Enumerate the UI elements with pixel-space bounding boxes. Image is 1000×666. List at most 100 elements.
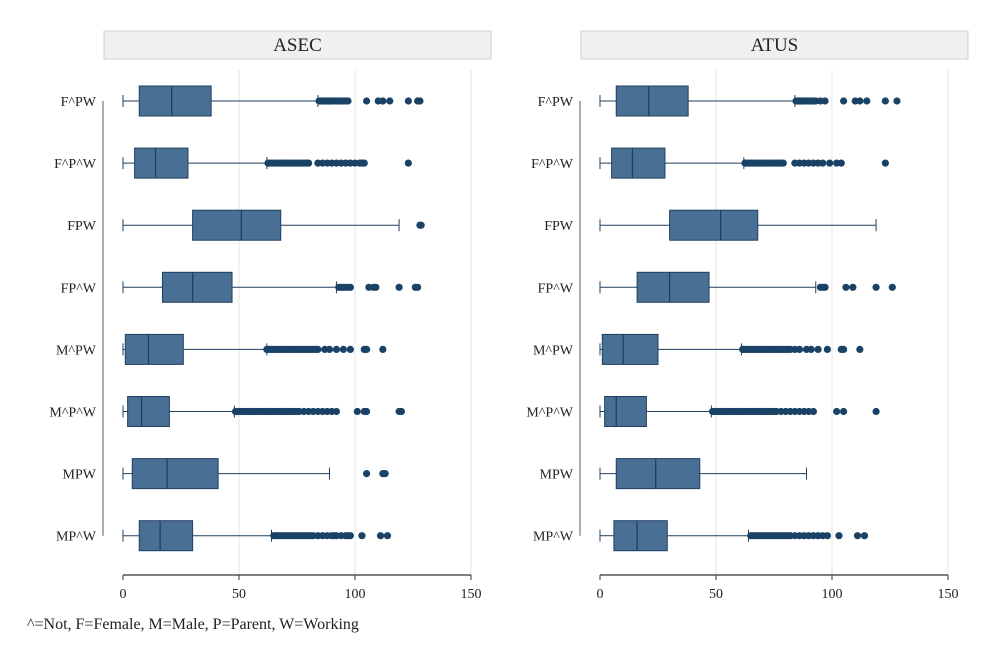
box-M^PW: M^PW: [533, 333, 864, 365]
x-tick-label: 0: [120, 587, 127, 602]
x-tick-label: 100: [345, 587, 366, 602]
iqr-box: [615, 458, 701, 490]
outlier-point: [344, 97, 352, 105]
outlier-point: [332, 407, 341, 416]
outlier-point: [360, 159, 368, 167]
outlier-point: [840, 97, 848, 105]
iqr-box: [611, 147, 666, 179]
outlier-point: [807, 345, 815, 353]
panel-title: ASEC: [273, 35, 322, 56]
outlier-point: [842, 283, 850, 291]
iqr-box: [615, 85, 689, 117]
outlier-point: [860, 532, 869, 540]
category-label: FP^W: [538, 281, 574, 296]
outlier-point: [814, 345, 822, 353]
outlier-point: [404, 97, 412, 105]
outlier-point: [840, 345, 848, 353]
outlier-point: [856, 345, 864, 353]
outlier-point: [363, 97, 371, 105]
iqr-box: [669, 209, 759, 241]
x-tick-label: 150: [461, 587, 482, 602]
box-F^PW: F^PW: [61, 85, 424, 117]
outlier-point: [363, 407, 371, 416]
outlier-point: [381, 470, 389, 478]
category-label: F^PW: [61, 95, 97, 110]
box-MPW: MPW: [63, 458, 389, 490]
outlier-point: [821, 283, 829, 291]
x-tick-label: 50: [232, 587, 246, 602]
iqr-box: [192, 209, 282, 241]
category-label: F^PW: [538, 95, 574, 110]
outlier-point: [835, 532, 843, 540]
outlier-point: [417, 221, 425, 229]
outlier-point: [346, 345, 354, 353]
outlier-point: [888, 283, 896, 291]
outlier-point: [363, 470, 371, 478]
box-MPW: MPW: [540, 458, 807, 490]
outlier-point: [837, 159, 845, 167]
category-label: MPW: [63, 468, 97, 483]
outlier-point: [856, 97, 864, 105]
box-FPW: FPW: [544, 209, 877, 241]
category-label: MP^W: [533, 530, 574, 545]
iqr-box: [138, 85, 212, 117]
outlier-point: [849, 283, 857, 291]
box-FPW: FPW: [67, 209, 425, 241]
outlier-point: [779, 159, 787, 167]
outlier-point: [823, 345, 831, 353]
box-M^PW: M^PW: [56, 333, 387, 365]
outlier-point: [819, 159, 827, 167]
box-F^PW: F^PW: [538, 85, 901, 117]
outlier-point: [893, 97, 901, 105]
outlier-point: [363, 345, 371, 353]
box-F^P^W: F^P^W: [54, 147, 412, 179]
panel-atus: ATUS 0 50 100 150 F^PW F^P^W FPW FP^W M^PW M^P^W MP…: [526, 30, 969, 602]
category-label: M^P^W: [526, 406, 573, 421]
iqr-box: [138, 520, 194, 552]
outlier-point: [872, 283, 880, 291]
outlier-point: [863, 97, 871, 105]
outlier-point: [414, 283, 422, 291]
x-tick-label: 0: [597, 587, 604, 602]
box-M^P^W: M^P^W: [49, 396, 405, 427]
outlier-point: [358, 532, 366, 540]
outlier-point: [404, 159, 412, 167]
outlier-point: [386, 97, 394, 105]
footnote: ^=Not, F=Female, M=Male, P=Parent, W=Wor…: [27, 616, 359, 633]
outlier-point: [833, 407, 841, 416]
iqr-box: [131, 458, 219, 490]
box-F^P^W: F^P^W: [531, 147, 889, 179]
outlier-point: [853, 532, 862, 540]
outlier-point: [346, 283, 354, 291]
x-tick-label: 150: [938, 587, 959, 602]
outlier-point: [305, 159, 313, 167]
category-label: F^P^W: [531, 157, 574, 172]
outlier-point: [332, 345, 341, 353]
outlier-point: [379, 97, 387, 105]
outlier-point: [840, 407, 848, 416]
outlier-point: [872, 407, 880, 416]
outlier-point: [823, 532, 831, 540]
iqr-box: [636, 271, 710, 303]
panel-header: [103, 30, 492, 60]
iqr-box: [604, 396, 647, 427]
outlier-point: [809, 407, 818, 416]
category-label: M^PW: [533, 343, 574, 358]
x-tick-label: 50: [709, 587, 723, 602]
outlier-point: [346, 532, 354, 540]
outlier-point: [379, 345, 387, 353]
iqr-box: [134, 147, 189, 179]
outlier-point: [881, 159, 889, 167]
category-label: MPW: [540, 468, 574, 483]
box-MP^W: MP^W: [56, 520, 392, 552]
box-M^P^W: M^P^W: [526, 396, 880, 427]
outlier-point: [372, 283, 380, 291]
outlier-point: [383, 532, 392, 540]
iqr-box: [601, 333, 659, 365]
category-label: F^P^W: [54, 157, 97, 172]
box-FP^W: FP^W: [61, 271, 422, 303]
category-label: M^PW: [56, 343, 97, 358]
outlier-point: [821, 97, 829, 105]
category-label: FPW: [544, 219, 574, 234]
